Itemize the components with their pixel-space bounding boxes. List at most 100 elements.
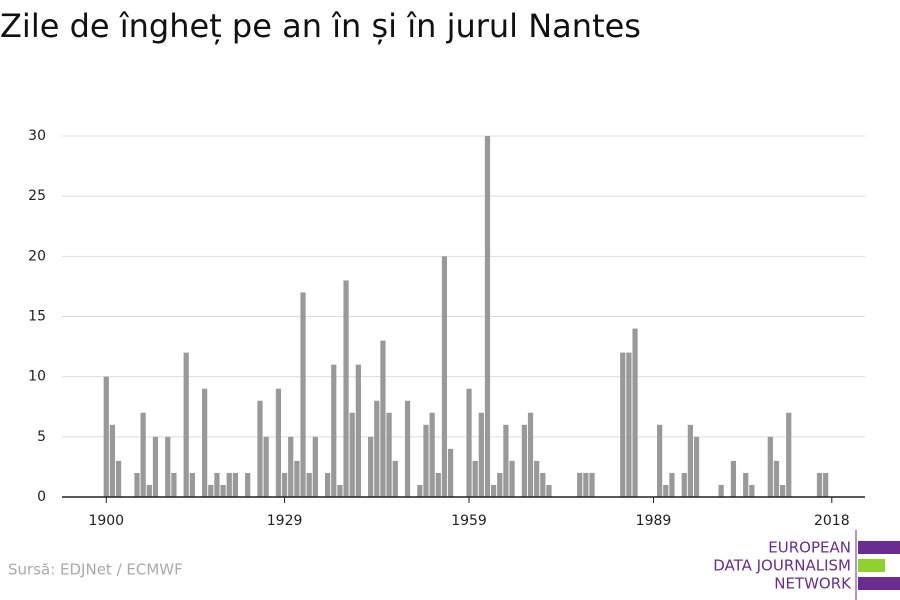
bar [306, 472, 312, 497]
logo-text: NETWORK [774, 575, 852, 593]
bar [109, 424, 116, 497]
bar [816, 472, 823, 497]
bar [484, 136, 491, 497]
bar [478, 412, 484, 497]
bar [681, 472, 687, 497]
logo: EUROPEAN DATA JOURNALISM NETWORK [713, 530, 900, 600]
bar [447, 448, 454, 497]
bar [103, 376, 109, 497]
bar [368, 436, 374, 497]
bar [140, 412, 146, 497]
bar [583, 472, 589, 497]
bar [152, 436, 159, 497]
bar [540, 472, 546, 497]
bar [300, 292, 306, 497]
bar [509, 460, 515, 497]
bar [632, 328, 638, 497]
bar [355, 364, 361, 497]
bar [325, 472, 331, 497]
x-tick-label: 2018 [814, 513, 850, 529]
bar [263, 436, 269, 497]
bar [294, 460, 300, 497]
y-tick-label: 30 [28, 128, 46, 144]
bar [417, 484, 423, 497]
logo-text: DATA JOURNALISM [713, 557, 851, 575]
bar [331, 364, 337, 497]
x-tick-label: 1929 [267, 513, 303, 529]
bar [380, 340, 386, 497]
bar [669, 472, 675, 497]
bar [491, 484, 497, 497]
bar [275, 388, 282, 497]
bar [165, 436, 171, 497]
logo-text: EUROPEAN [768, 539, 851, 557]
bar [171, 472, 177, 497]
source: Sursă: EDJNet / ECMWF [8, 561, 183, 579]
bar [374, 400, 380, 497]
bar [730, 460, 737, 497]
bar [281, 472, 288, 497]
bar [577, 472, 583, 497]
bar [337, 484, 343, 497]
x-tick-label: 1959 [451, 513, 487, 529]
bar [693, 436, 700, 497]
bar [386, 412, 392, 497]
bar [245, 472, 251, 497]
logo-bar [858, 559, 885, 572]
y-tick-label: 20 [28, 248, 46, 264]
x-tick-label: 1900 [88, 513, 124, 529]
y-tick-label: 5 [37, 429, 46, 445]
bar [497, 472, 503, 497]
bar [441, 256, 448, 497]
bar [749, 484, 755, 497]
bar [349, 412, 355, 497]
bar [312, 436, 318, 497]
bar [392, 460, 398, 497]
bar [202, 388, 208, 497]
bar [657, 424, 663, 497]
bar [288, 436, 294, 497]
logo-bar [858, 577, 900, 590]
bar [208, 484, 214, 497]
bar [429, 412, 435, 497]
bar [423, 424, 429, 497]
bar [786, 412, 792, 497]
bar [626, 352, 632, 497]
bar [779, 484, 786, 497]
bar [718, 484, 724, 497]
bar [546, 484, 552, 497]
bar [589, 472, 595, 497]
bar [232, 472, 239, 497]
bar [220, 484, 226, 497]
chart-title: Zile de îngheț pe an în și în jurul Nant… [0, 7, 641, 45]
bar [521, 424, 527, 497]
y-tick-label: 25 [28, 188, 46, 204]
bar [404, 400, 411, 497]
bar [767, 436, 773, 497]
bar [773, 460, 780, 497]
bar [743, 472, 749, 497]
y-tick-label: 10 [28, 369, 46, 385]
bar [435, 472, 441, 497]
bar [146, 484, 152, 497]
bar [472, 460, 478, 497]
y-tick-label: 15 [28, 309, 46, 325]
bar [183, 352, 189, 497]
bar [663, 484, 669, 497]
bar [189, 472, 195, 497]
bar [466, 388, 472, 497]
bar [620, 352, 626, 497]
bar [226, 472, 232, 497]
bar [343, 280, 349, 497]
bar [257, 400, 263, 497]
y-tick-label: 0 [37, 489, 46, 505]
bar [534, 460, 540, 497]
bar [134, 472, 140, 497]
x-tick-label: 1989 [636, 513, 672, 529]
bar [687, 424, 693, 497]
bar [823, 472, 829, 497]
bar [503, 424, 509, 497]
bar [115, 460, 122, 497]
logo-bar [858, 541, 900, 554]
